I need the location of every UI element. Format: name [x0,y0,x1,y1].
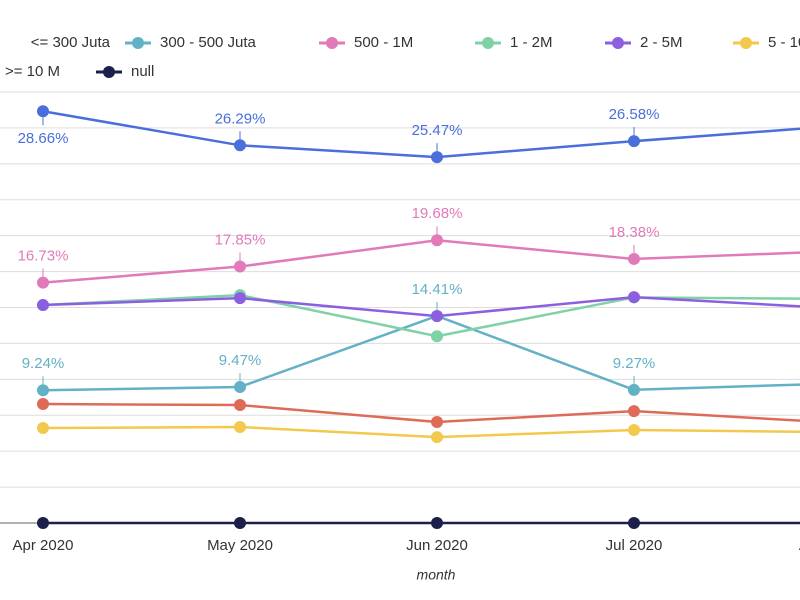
data-point [37,422,49,435]
legend-label: 300 - 500 Juta [160,34,257,51]
data-point [431,416,443,429]
data-point [431,431,443,444]
data-label: 26.58% [609,106,660,123]
legend-marker [740,37,752,49]
data-point [628,135,640,148]
legend-marker [612,37,624,49]
data-point [234,399,246,412]
series-line [42,295,800,318]
data-label: 18.38% [609,224,660,241]
legend-marker [103,66,115,78]
data-point [431,310,443,323]
x-tick-label: Jun 2020 [406,537,468,554]
data-point [234,139,246,152]
legend-marker [326,37,338,49]
legend-label: 1 - 2M [510,34,553,51]
x-tick-label: May 2020 [207,537,273,554]
data-point [628,291,640,304]
data-label: 19.68% [412,205,463,222]
series-line [42,402,800,424]
data-point [431,151,443,164]
legend-marker [132,37,144,49]
data-point [37,299,49,312]
data-point [234,260,246,273]
data-label: 9.27% [613,355,656,372]
data-point [628,252,640,265]
data-point [628,517,640,529]
data-point [234,292,246,305]
data-point [431,330,443,343]
series-line [42,239,800,284]
legend-label: >= 10 M [5,63,60,80]
data-point [431,234,443,247]
data-label: 9.47% [219,352,262,369]
data-point [628,405,640,418]
data-label: 25.47% [412,122,463,139]
data-point [628,424,640,437]
data-point [37,517,49,529]
data-point [234,380,246,393]
data-point [37,276,49,289]
data-label: 9.24% [22,355,65,372]
data-label: 26.29% [215,110,266,127]
data-point [431,517,443,529]
legend-marker [482,37,494,49]
legend-label: <= 300 Juta [31,34,111,51]
legend-label: 2 - 5M [640,34,683,51]
data-label: 28.66% [18,130,69,147]
legend-label: 5 - 10M [768,34,800,51]
data-point [37,398,49,411]
x-tick-label: Aug 2020 [799,537,800,554]
legend-label: null [131,63,154,80]
x-tick-label: Apr 2020 [13,537,74,554]
data-point [234,517,246,529]
data-point [628,383,640,396]
data-label: 14.41% [412,281,463,298]
data-label: 17.85% [215,232,266,249]
series-line [42,425,800,439]
data-point [37,384,49,397]
data-point [37,105,49,118]
x-axis-label: month [417,567,456,583]
x-tick-label: Jul 2020 [606,537,663,554]
legend-label: 500 - 1M [354,34,413,51]
data-point [234,421,246,434]
data-label: 16.73% [18,248,69,265]
